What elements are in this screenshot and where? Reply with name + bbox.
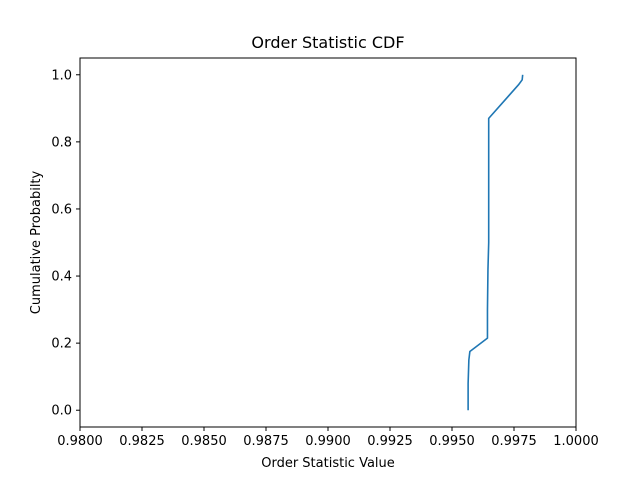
cdf-series-line <box>467 74 524 411</box>
x-tick-label: 1.0000 <box>553 434 599 449</box>
y-tick-label: 0.2 <box>51 337 72 352</box>
x-tick-label: 0.9925 <box>367 434 413 449</box>
x-tick-label: 0.9850 <box>181 434 227 449</box>
y-tick-label: 0.0 <box>51 404 72 419</box>
plot-frame <box>79 57 577 428</box>
y-tick-label: 1.0 <box>51 68 72 83</box>
x-tick-label: 0.9900 <box>305 434 351 449</box>
chart-title: Order Statistic CDF <box>251 33 404 52</box>
y-tick-label: 0.6 <box>51 202 72 217</box>
plot-lines <box>467 74 524 411</box>
x-tick-label: 0.9825 <box>119 434 165 449</box>
x-axis-title: Order Statistic Value <box>261 456 395 471</box>
x-tick-label: 0.9800 <box>57 434 103 449</box>
y-axis-title: Cumulative Probabilty <box>29 170 44 314</box>
x-axis-ticks: 0.9800 0.9825 0.9850 0.9875 0.9900 0.9925 0.99… <box>57 427 599 449</box>
y-tick-label: 0.8 <box>51 135 72 150</box>
x-tick-label: 0.9975 <box>491 434 537 449</box>
y-axis-ticks: 0.0 0.2 0.4 0.6 0.8 1.0 <box>51 68 80 419</box>
x-tick-label: 0.9950 <box>429 434 475 449</box>
y-tick-label: 0.4 <box>51 270 72 285</box>
x-tick-label: 0.9875 <box>243 434 289 449</box>
